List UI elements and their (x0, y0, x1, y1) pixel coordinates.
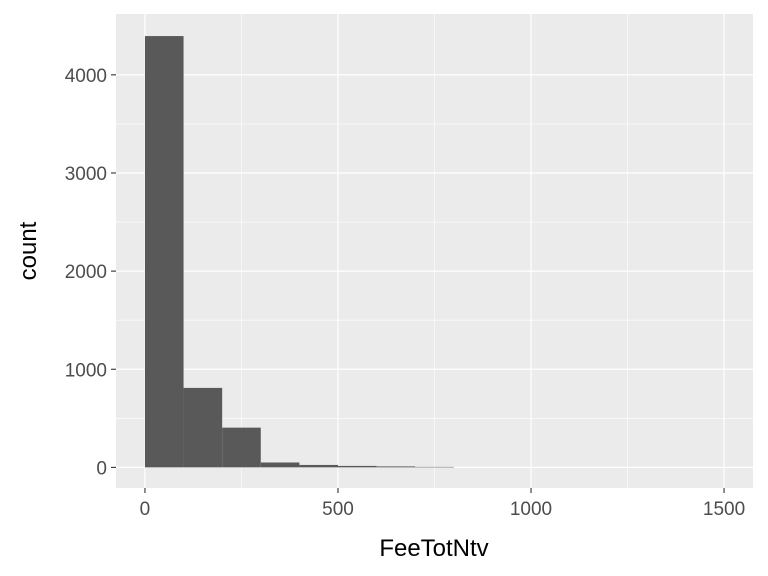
histogram-bar (260, 462, 300, 468)
histogram-bars (144, 36, 454, 468)
histogram-bar (222, 427, 261, 468)
histogram-bar (144, 36, 184, 468)
x-tick-label: 0 (140, 499, 151, 520)
y-tick-label: 2000 (65, 262, 107, 283)
x-axis-tick-labels: 0 500 1000 1500 (140, 499, 746, 520)
x-tick-label: 1000 (510, 499, 552, 520)
histogram-bar (183, 387, 223, 468)
y-axis-ticks (111, 74, 116, 468)
histogram-bar (299, 464, 338, 468)
histogram-bar (376, 466, 416, 468)
y-tick-label: 3000 (65, 164, 107, 185)
histogram-bar (337, 465, 377, 468)
y-axis-tick-labels: 0 1000 2000 3000 4000 (65, 66, 107, 480)
y-tick-label: 1000 (65, 360, 107, 381)
y-axis-title: count (15, 221, 42, 280)
x-axis-title: FeeTotNtv (379, 535, 488, 562)
y-tick-label: 0 (96, 458, 107, 479)
y-tick-label: 4000 (65, 66, 107, 87)
x-tick-label: 500 (322, 499, 354, 520)
x-axis-ticks (144, 488, 725, 493)
x-tick-label: 1500 (703, 499, 745, 520)
